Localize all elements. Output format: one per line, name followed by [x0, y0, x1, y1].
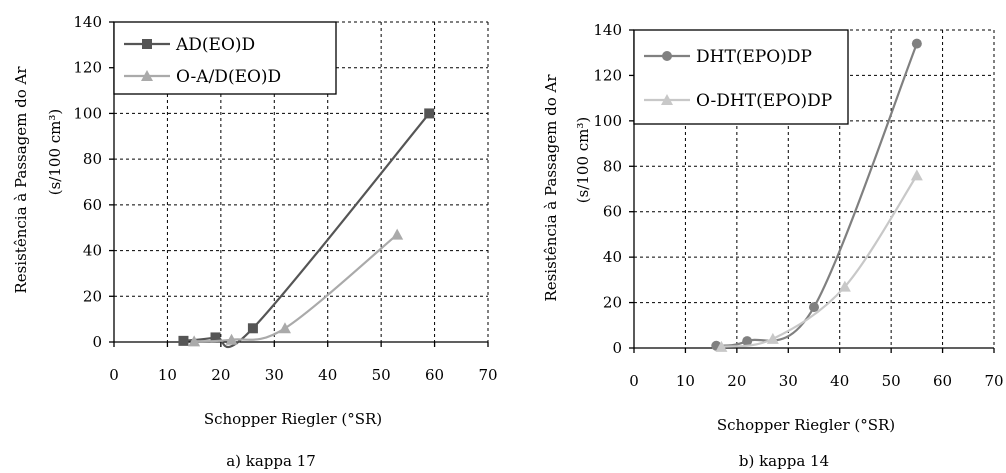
data-point	[838, 280, 851, 292]
series-2	[715, 169, 923, 352]
x-tick-label: 50	[372, 366, 391, 384]
chart-panel-1: 0 20 40 60 80 100 120 140 0 10 20 30 40 50 60 70 Schoppe…	[12, 13, 498, 470]
data-point	[391, 228, 404, 240]
y-tick-label: 140	[593, 21, 622, 39]
legend-label: AD(EO)D	[175, 35, 255, 55]
y-tick-label: 20	[603, 294, 622, 312]
legend-marker	[141, 70, 153, 81]
x-tick-label: 20	[727, 372, 746, 390]
y-tick-label: 140	[73, 13, 102, 31]
data-point	[715, 340, 728, 352]
legend-label: O-A/D(EO)D	[176, 67, 281, 87]
data-point	[247, 323, 258, 334]
y-tick-label: 100	[73, 104, 102, 122]
legend-box	[113, 21, 337, 95]
x-tick-label: 10	[158, 366, 177, 384]
series-line	[721, 174, 918, 348]
legend-label: DHT(EPO)DP	[696, 47, 812, 67]
chart-caption: b) kappa 14	[739, 452, 829, 470]
series-line	[194, 233, 398, 343]
data-point	[210, 332, 221, 343]
x-tick-label: 50	[882, 372, 901, 390]
x-tick-label: 60	[425, 366, 444, 384]
x-axis-label: Schopper Riegler (°SR)	[717, 416, 895, 434]
series-2	[188, 228, 404, 347]
y-tick-label: 0	[612, 339, 622, 357]
data-point	[188, 335, 201, 347]
y-tick-label: 120	[593, 66, 622, 84]
legend: DHT(EPO)DP O-DHT(EPO)DP	[633, 29, 849, 125]
legend: AD(EO)D O-A/D(EO)D	[113, 21, 337, 95]
x-tick-label: 70	[984, 372, 1003, 390]
x-tick-label: 60	[933, 372, 952, 390]
data-point	[278, 322, 291, 334]
y-axis-label-units: (s/100 cm³)	[46, 109, 64, 196]
legend-marker	[661, 94, 673, 105]
y-tick-label: 100	[593, 112, 622, 130]
data-point	[766, 332, 779, 344]
data-point	[809, 302, 819, 313]
y-tick-label: 40	[83, 242, 102, 260]
x-tick-label: 30	[265, 366, 284, 384]
x-tick-label: 20	[211, 366, 230, 384]
legend-marker	[142, 39, 152, 49]
legend-box	[633, 29, 849, 125]
data-point	[742, 336, 753, 347]
data-point	[225, 333, 238, 345]
x-tick-label: 40	[318, 366, 337, 384]
chart-panel-2: 0 20 40 60 80 100 120 140 0 10 20 30 40 50 60 70 Schoppe…	[542, 21, 1004, 470]
x-tick-label: 70	[478, 366, 497, 384]
x-tick-label: 30	[779, 372, 798, 390]
legend-marker	[662, 51, 672, 61]
data-point	[910, 169, 923, 181]
series-1	[178, 108, 435, 349]
x-tick-label: 0	[629, 372, 639, 390]
x-tick-label: 10	[676, 372, 695, 390]
y-tick-label: 60	[83, 196, 102, 214]
chart-caption: a) kappa 17	[226, 452, 316, 470]
y-tick-label: 80	[603, 157, 622, 175]
data-point	[424, 108, 435, 119]
data-point	[911, 38, 922, 49]
y-axis-label-units: (s/100 cm³)	[574, 117, 592, 204]
legend-label: O-DHT(EPO)DP	[696, 91, 832, 111]
x-axis-label: Schopper Riegler (°SR)	[204, 410, 382, 428]
y-axis-label: Resistência à Passagem do Ar	[542, 74, 560, 302]
x-tick-label: 40	[830, 372, 849, 390]
y-tick-label: 60	[603, 203, 622, 221]
y-tick-label: 40	[603, 248, 622, 266]
y-axis-label: Resistência à Passagem do Ar	[12, 66, 30, 294]
y-tick-label: 0	[92, 333, 102, 351]
data-point	[178, 335, 189, 346]
y-tick-label: 20	[83, 287, 102, 305]
y-tick-label: 120	[73, 59, 102, 77]
x-tick-label: 0	[109, 366, 119, 384]
y-tick-label: 80	[83, 150, 102, 168]
